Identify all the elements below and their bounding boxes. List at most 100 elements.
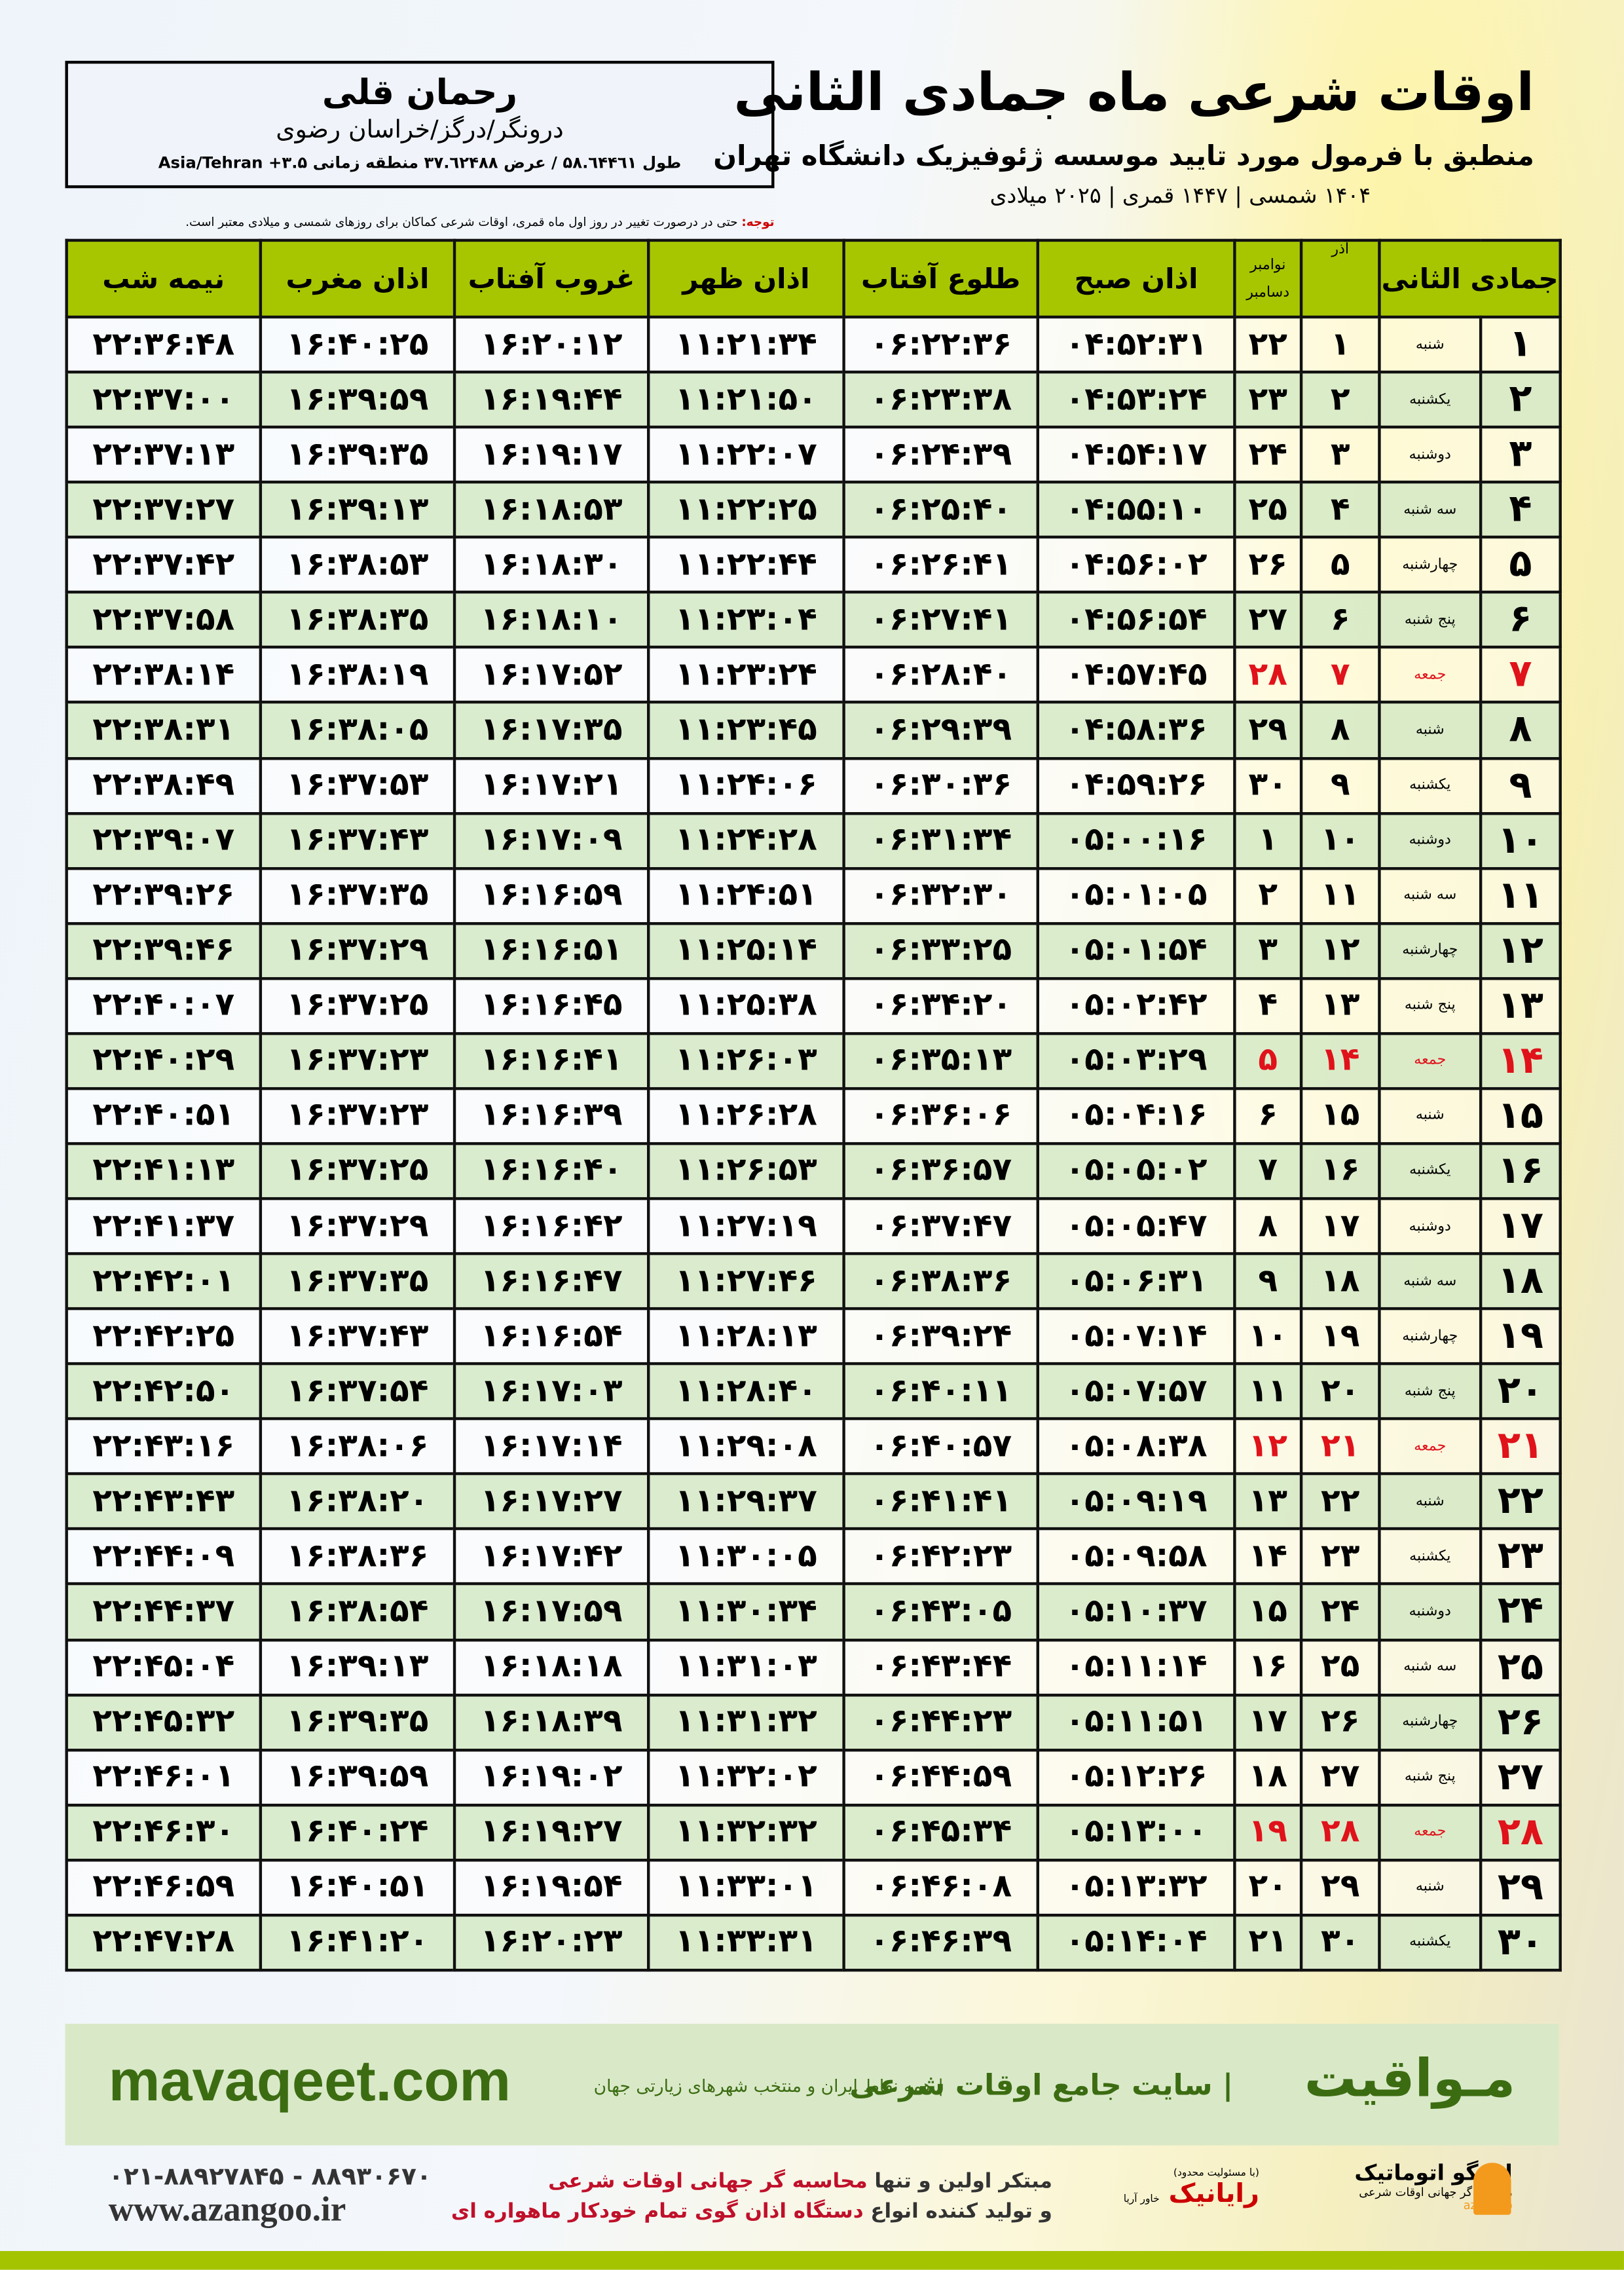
header-maghrib: اذان مغرب	[259, 238, 456, 319]
hijri-day: ۱۸	[1479, 1252, 1562, 1311]
mavaqeet-url[interactable]: mavaqeet.com	[108, 2049, 511, 2114]
table-header: جمادی الثانی آذر نوامبر دسامبر اذان صبح ط…	[65, 238, 1562, 319]
midnight-time: ۲۲:۴۲:۲۵	[65, 1307, 263, 1366]
dhuhr-time: ۱۱:۲۵:۳۸	[647, 977, 845, 1035]
midnight-time: ۲۲:۴۳:۴۳	[65, 1472, 263, 1531]
gregorian-day: ۴	[1233, 977, 1303, 1035]
midnight-time: ۲۲:۴۰:۰۷	[65, 977, 263, 1035]
sunrise-time: ۰۶:۲۲:۳۶	[842, 315, 1039, 374]
sunrise-time: ۰۶:۴۲:۲۳	[842, 1527, 1039, 1586]
weekday: چهارشنبه	[1378, 1693, 1483, 1751]
midnight-time: ۲۲:۴۲:۵۰	[65, 1362, 263, 1421]
sunset-time: ۱۶:۱۶:۴۲	[452, 1197, 650, 1256]
azar-day: ۹	[1299, 756, 1381, 815]
gregorian-day: ۱۱	[1233, 1362, 1303, 1421]
table-row: ۴ سه شنبه ۴ ۲۵ ۰۴:۵۵:۱۰ ۰۶:۲۵:۴۰ ۱۱:۲۲:۲۵ ۱۶:۱۸…	[65, 481, 1562, 539]
rayanik-logo: (با مسئولیت محدود) رایانیک خاور آریا	[1122, 2167, 1259, 2228]
fajr-time: ۰۴:۵۷:۴۵	[1036, 646, 1236, 705]
mavaqeet-tagline: | سایت جامع اوقات شرعی	[849, 2067, 1234, 2102]
gregorian-day: ۱۶	[1233, 1637, 1303, 1696]
dhuhr-time: ۱۱:۲۲:۴۴	[647, 536, 845, 594]
maghrib-time: ۱۶:۳۸:۳۶	[259, 1527, 456, 1586]
table-row: ۷ جمعه ۷ ۲۸ ۰۴:۵۷:۴۵ ۰۶:۲۸:۴۰ ۱۱:۲۳:۲۴ ۱۶:۱۷:۵۲…	[65, 646, 1562, 705]
gregorian-day: ۱۲	[1233, 1417, 1303, 1476]
sunrise-time: ۰۶:۳۸:۳۶	[842, 1252, 1039, 1311]
gregorian-day: ۱۰	[1233, 1307, 1303, 1366]
weekday: دوشنبه	[1378, 811, 1483, 870]
hijri-day: ۲۰	[1479, 1362, 1562, 1421]
sunset-time: ۱۶:۱۶:۴۵	[452, 977, 650, 1035]
hijri-day: ۲۳	[1479, 1527, 1562, 1586]
maghrib-time: ۱۶:۴۰:۲۵	[259, 315, 456, 374]
gregorian-day: ۲۱	[1233, 1913, 1303, 1972]
dhuhr-time: ۱۱:۳۲:۰۲	[647, 1748, 845, 1806]
header-gregorian: نوامبر دسامبر	[1233, 238, 1303, 319]
header-november: نوامبر	[1250, 257, 1286, 273]
hijri-day: ۳۰	[1479, 1913, 1562, 1972]
gregorian-day: ۱۹	[1233, 1803, 1303, 1861]
weekday: یکشنبه	[1378, 1527, 1483, 1586]
midnight-time: ۲۲:۳۸:۳۱	[65, 701, 263, 760]
fajr-time: ۰۵:۱۲:۲۶	[1036, 1748, 1236, 1806]
gregorian-day: ۲	[1233, 866, 1303, 925]
mavaqeet-logo: مـواقیت	[1304, 2049, 1516, 2110]
fajr-time: ۰۵:۰۷:۵۷	[1036, 1362, 1236, 1421]
hijri-day: ۱۶	[1479, 1142, 1562, 1200]
fajr-time: ۰۵:۰۹:۱۹	[1036, 1472, 1236, 1531]
hijri-day: ۸	[1479, 701, 1562, 760]
hijri-day: ۱۵	[1479, 1087, 1562, 1145]
dhuhr-time: ۱۱:۲۶:۰۳	[647, 1032, 845, 1090]
sunrise-time: ۰۶:۳۰:۳۶	[842, 756, 1039, 815]
table-row: ۱۸ سه شنبه ۱۸ ۹ ۰۵:۰۶:۳۱ ۰۶:۳۸:۳۶ ۱۱:۲۷:۴۶ ۱۶:۱…	[65, 1252, 1562, 1311]
sunset-time: ۱۶:۲۰:۲۳	[452, 1913, 650, 1972]
sunset-time: ۱۶:۱۸:۳۰	[452, 536, 650, 594]
fajr-time: ۰۵:۰۹:۵۸	[1036, 1527, 1236, 1586]
fajr-time: ۰۴:۵۸:۳۶	[1036, 701, 1236, 760]
midnight-time: ۲۲:۴۵:۳۲	[65, 1693, 263, 1751]
dhuhr-time: ۱۱:۲۱:۵۰	[647, 370, 845, 429]
azangoo-website[interactable]: www.azangoo.ir	[108, 2191, 346, 2229]
azar-day: ۸	[1299, 701, 1381, 760]
gregorian-day: ۲۰	[1233, 1858, 1303, 1917]
table-row: ۱ شنبه ۱ ۲۲ ۰۴:۵۲:۳۱ ۰۶:۲۲:۳۶ ۱۱:۲۱:۳۴ ۱۶:۲۰:۱۲…	[65, 315, 1562, 374]
table-row: ۱۳ پنج شنبه ۱۳ ۴ ۰۵:۰۲:۴۲ ۰۶:۳۴:۲۰ ۱۱:۲۵:۳۸ ۱۶:…	[65, 977, 1562, 1035]
hijri-day: ۲۶	[1479, 1693, 1562, 1751]
sunset-time: ۱۶:۱۷:۵۹	[452, 1582, 650, 1641]
sunrise-time: ۰۶:۲۵:۴۰	[842, 481, 1039, 539]
phone-numbers: ۰۲۱-۸۸۹۲۷۸۴۵ - ۸۸۹۳۰۶۷۰	[108, 2163, 432, 2192]
azar-day: ۲۲	[1299, 1472, 1381, 1531]
fajr-time: ۰۵:۱۳:۳۲	[1036, 1858, 1236, 1917]
hijri-day: ۱۳	[1479, 977, 1562, 1035]
fajr-time: ۰۴:۵۲:۳۱	[1036, 315, 1236, 374]
table-row: ۲ یکشنبه ۲ ۲۳ ۰۴:۵۳:۲۴ ۰۶:۲۳:۳۸ ۱۱:۲۱:۵۰ ۱۶:۱۹:…	[65, 370, 1562, 429]
table-row: ۵ چهارشنبه ۵ ۲۶ ۰۴:۵۶:۰۲ ۰۶:۲۶:۴۱ ۱۱:۲۲:۴۴ ۱۶:۱…	[65, 536, 1562, 594]
sunset-time: ۱۶:۱۷:۴۲	[452, 1527, 650, 1586]
table-row: ۲۵ سه شنبه ۲۵ ۱۶ ۰۵:۱۱:۱۴ ۰۶:۴۳:۴۴ ۱۱:۳۱:۰۳ ۱۶:…	[65, 1637, 1562, 1696]
table-row: ۲۱ جمعه ۲۱ ۱۲ ۰۵:۰۸:۳۸ ۰۶:۴۰:۵۷ ۱۱:۲۹:۰۸ ۱۶:۱۷:…	[65, 1417, 1562, 1476]
header-fajr: اذان صبح	[1036, 238, 1236, 319]
azar-day: ۴	[1299, 481, 1381, 539]
gregorian-day: ۲۶	[1233, 536, 1303, 594]
maghrib-time: ۱۶:۴۱:۲۰	[259, 1913, 456, 1972]
fajr-time: ۰۵:۰۴:۱۶	[1036, 1087, 1236, 1145]
dhuhr-time: ۱۱:۲۸:۱۳	[647, 1307, 845, 1366]
maghrib-time: ۱۶:۳۷:۲۵	[259, 1142, 456, 1200]
maghrib-time: ۱۶:۳۷:۲۹	[259, 921, 456, 980]
maghrib-time: ۱۶:۳۹:۱۳	[259, 1637, 456, 1696]
dhuhr-time: ۱۱:۳۱:۰۳	[647, 1637, 845, 1696]
hijri-day: ۲۷	[1479, 1748, 1562, 1806]
header-sunrise: طلوع آفتاب	[842, 238, 1039, 319]
sunset-time: ۱۶:۱۷:۵۲	[452, 646, 650, 705]
sunset-time: ۱۶:۱۷:۲۱	[452, 756, 650, 815]
table-row: ۱۵ شنبه ۱۵ ۶ ۰۵:۰۴:۱۶ ۰۶:۳۶:۰۶ ۱۱:۲۶:۲۸ ۱۶:۱۶:۳…	[65, 1087, 1562, 1145]
weekday: یکشنبه	[1378, 756, 1483, 815]
mavaqeet-banner: mavaqeet.com مـواقیت | سایت جامع اوقات ش…	[65, 2023, 1559, 2146]
hijri-day: ۴	[1479, 481, 1562, 539]
fajr-time: ۰۵:۰۳:۲۹	[1036, 1032, 1236, 1090]
sunrise-time: ۰۶:۲۴:۳۹	[842, 426, 1039, 484]
fajr-time: ۰۵:۱۴:۰۴	[1036, 1913, 1236, 1972]
sunrise-time: ۰۶:۲۹:۳۹	[842, 701, 1039, 760]
maghrib-time: ۱۶:۳۹:۱۳	[259, 481, 456, 539]
sunset-time: ۱۶:۱۹:۰۲	[452, 1748, 650, 1806]
dhuhr-time: ۱۱:۲۳:۲۴	[647, 646, 845, 705]
